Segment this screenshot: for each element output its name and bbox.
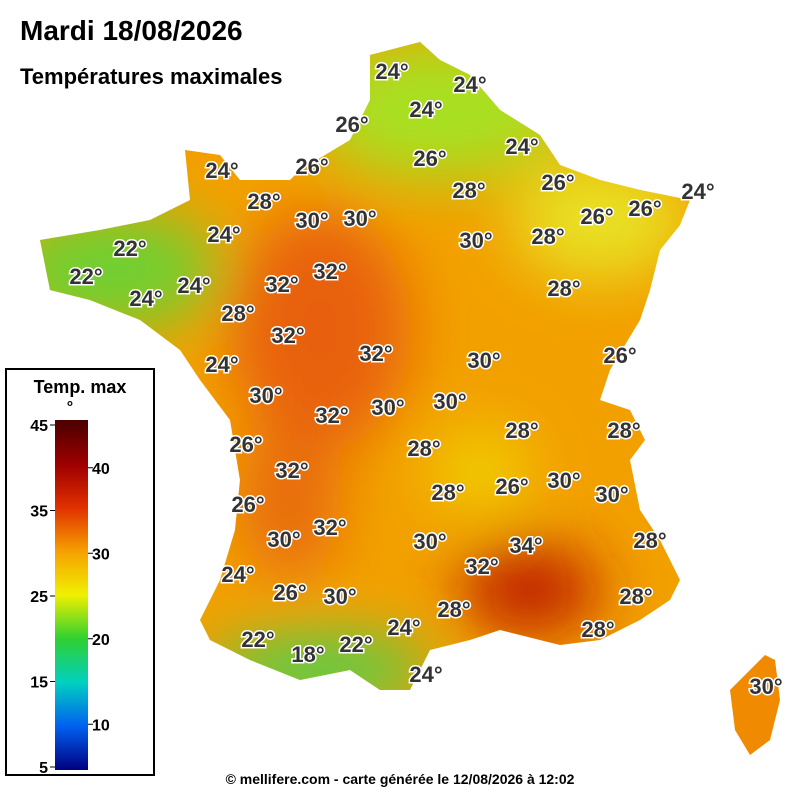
temperature-label: 32°	[275, 458, 308, 483]
temperature-label: 24°	[453, 72, 486, 97]
temperature-label: 30°	[433, 389, 466, 414]
temperature-label: 24°	[505, 134, 538, 159]
temperature-label: 30°	[267, 527, 300, 552]
temperature-label: 24°	[205, 158, 238, 183]
temperature-label: 28°	[437, 597, 470, 622]
legend-tick-label: 20	[92, 632, 110, 649]
legend-tick-label: 45	[30, 418, 48, 435]
temperature-label: 32°	[271, 323, 304, 348]
temperature-label: 26°	[603, 343, 636, 368]
temperature-label: 28°	[633, 528, 666, 553]
temperature-label: 18°	[291, 642, 324, 667]
legend-tick-label: 30	[92, 546, 110, 563]
temperature-labels: 24°24°24°26°24°26°24° 26°26°28° 24°28°26° 2…	[68, 57, 784, 700]
legend-unit: °	[67, 399, 73, 416]
temperature-label: 26°	[229, 432, 262, 457]
temperature-label: 28°	[247, 189, 280, 214]
temperature-label: 32°	[315, 403, 348, 428]
temperature-label: 22°	[69, 264, 102, 289]
temperature-label: 26°	[541, 170, 574, 195]
temperature-label: 28°	[581, 617, 614, 642]
temperature-label: 24°	[221, 562, 254, 587]
temperature-label: 32°	[465, 554, 498, 579]
temperature-label: 30°	[249, 383, 282, 408]
temperature-label: 24°	[205, 352, 238, 377]
footer: © mellifere.com - carte générée le 12/08…	[226, 771, 575, 787]
temperature-label: 26°	[273, 580, 306, 605]
temperature-label: 26°	[295, 154, 328, 179]
temperature-label: 26°	[495, 474, 528, 499]
temperature-label: 24°	[129, 286, 162, 311]
colorbar	[55, 420, 88, 770]
temperature-label: 28°	[407, 436, 440, 461]
temperature-label: 28°	[547, 276, 580, 301]
subtitle: Températures maximales	[20, 64, 283, 89]
temperature-label: 28°	[607, 418, 640, 443]
temperature-label: 28°	[531, 224, 564, 249]
temperature-label: 24°	[409, 662, 442, 687]
temperature-label: 26°	[231, 492, 264, 517]
temperature-label: 32°	[359, 341, 392, 366]
temperature-label: 26°	[335, 112, 368, 137]
temperature-label: 24°	[375, 59, 408, 84]
temperature-label: 34°	[509, 533, 542, 558]
temperature-label: 28°	[452, 178, 485, 203]
temperature-label: 30°	[413, 529, 446, 554]
temperature-label: 24°	[207, 222, 240, 247]
legend-tick-label: 40	[92, 461, 110, 478]
legend-tick-label: 10	[92, 717, 110, 734]
temperature-label: 24°	[409, 97, 442, 122]
temperature-label: 30°	[749, 674, 782, 699]
temperature-label: 30°	[459, 228, 492, 253]
temperature-label: 30°	[343, 206, 376, 231]
temperature-label: 30°	[295, 208, 328, 233]
temperature-label: 26°	[413, 146, 446, 171]
corsica	[730, 655, 780, 755]
temperature-label: 26°	[628, 196, 661, 221]
temperature-label: 28°	[505, 418, 538, 443]
temperature-label: 30°	[467, 348, 500, 373]
temperature-label: 28°	[221, 301, 254, 326]
temperature-label: 28°	[619, 584, 652, 609]
legend-ticks: 45 40 35 30 25 20 15 10 5	[30, 418, 110, 777]
temperature-label: 24°	[177, 273, 210, 298]
title: Mardi 18/08/2026	[20, 15, 243, 46]
temperature-label: 32°	[265, 272, 298, 297]
temperature-label: 30°	[371, 395, 404, 420]
temperature-label: 24°	[387, 615, 420, 640]
temperature-label: 26°	[580, 204, 613, 229]
legend-tick-label: 35	[30, 504, 48, 521]
temperature-label: 30°	[595, 482, 628, 507]
temperature-label: 22°	[113, 236, 146, 261]
legend-title: Temp. max	[34, 377, 127, 397]
temperature-label: 30°	[323, 584, 356, 609]
legend-tick-label: 15	[30, 675, 48, 692]
legend-tick-label: 5	[39, 760, 48, 777]
temperature-label: 22°	[339, 632, 372, 657]
temperature-label: 30°	[547, 468, 580, 493]
legend-tick-label: 25	[30, 589, 48, 606]
temperature-label: 24°	[681, 179, 714, 204]
temperature-label: 32°	[313, 515, 346, 540]
temperature-label: 22°	[241, 627, 274, 652]
temperature-label: 28°	[431, 480, 464, 505]
temperature-label: 32°	[313, 259, 346, 284]
